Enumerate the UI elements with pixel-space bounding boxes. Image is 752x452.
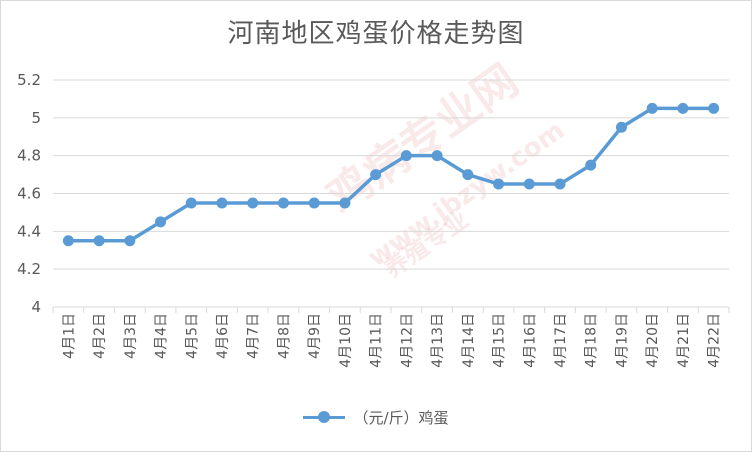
x-tick-label: 4月18日 (584, 313, 600, 368)
data-point (308, 197, 320, 209)
data-point (493, 178, 505, 190)
x-tick-label: 4月22日 (707, 313, 723, 368)
data-point (370, 169, 382, 181)
legend-marker (303, 411, 346, 423)
x-tick-label: 4月17日 (553, 313, 569, 368)
x-tick-label: 4月9日 (307, 313, 323, 359)
data-point (523, 178, 535, 190)
x-tick-label: 4月13日 (430, 313, 446, 368)
data-point (646, 102, 658, 114)
series-line (66, 106, 716, 243)
data-point (431, 150, 443, 162)
data-point (247, 197, 259, 209)
x-tick-label: 4月11日 (369, 313, 385, 368)
data-point (277, 197, 289, 209)
data-point (615, 121, 627, 133)
data-point (554, 178, 566, 190)
y-tick-label: 4 (31, 298, 41, 316)
data-point (400, 150, 412, 162)
legend-label: （元/斤）鸡蛋 (353, 409, 449, 427)
y-tick-label: 4.6 (17, 185, 41, 203)
chart-title: 河南地区鸡蛋价格走势图 (227, 19, 525, 49)
x-tick-label: 4月7日 (246, 313, 262, 359)
x-tick-label: 4月6日 (215, 313, 231, 359)
x-tick-label: 4月4日 (154, 313, 170, 359)
y-tick-label: 5.2 (17, 71, 41, 89)
data-point (708, 102, 720, 114)
x-tick-label: 4月5日 (184, 313, 200, 359)
x-tick-label: 4月21日 (676, 313, 692, 368)
y-tick-label: 4.8 (17, 147, 41, 165)
x-tick-label: 4月1日 (61, 313, 77, 359)
data-point (339, 197, 351, 209)
y-tick-label: 4.4 (17, 222, 41, 240)
data-point (62, 235, 74, 247)
x-tick-label: 4月12日 (399, 313, 415, 368)
data-point (462, 169, 474, 181)
x-tick-label: 4月2日 (92, 313, 108, 359)
data-point (677, 102, 689, 114)
data-point (185, 197, 197, 209)
data-point (155, 216, 167, 228)
y-tick-label: 5 (31, 109, 41, 127)
x-tick-label: 4月14日 (461, 313, 477, 368)
data-point (216, 197, 228, 209)
x-tick-label: 4月15日 (492, 313, 508, 368)
x-tick-label: 4月16日 (522, 313, 538, 368)
x-tick-label: 4月3日 (123, 313, 139, 359)
x-tick-label: 4月20日 (645, 313, 661, 368)
data-point (93, 235, 105, 247)
x-tick-label: 4月8日 (276, 313, 292, 359)
data-point (124, 235, 136, 247)
data-point (585, 159, 597, 171)
y-tick-label: 4.2 (17, 260, 41, 278)
x-tick-label: 4月19日 (614, 313, 630, 368)
x-tick-label: 4月10日 (338, 313, 354, 368)
legend: （元/斤）鸡蛋 (1, 407, 751, 428)
